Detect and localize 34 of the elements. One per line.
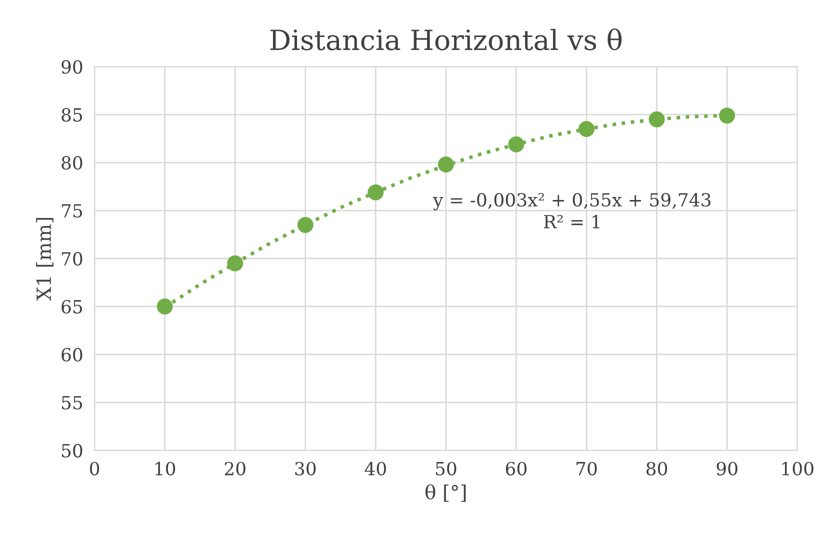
point xyxy=(156,298,173,314)
point xyxy=(368,184,384,200)
y-tick-label: 65 xyxy=(62,300,82,314)
point xyxy=(719,108,736,124)
annotation: y = -0,003x² + 0,55x + 59,743 xyxy=(432,192,710,210)
x-tick-label: 90 xyxy=(716,462,738,476)
x-axis-title: θ [°] xyxy=(426,484,466,502)
y-tick-label: 55 xyxy=(62,396,82,410)
x-tick-label: 20 xyxy=(224,462,246,476)
point xyxy=(297,216,314,233)
x-tick-label: 80 xyxy=(646,462,668,476)
y-tick-label: 85 xyxy=(62,108,82,122)
x-tick-label: 0 xyxy=(90,462,100,476)
chart-title: Distancia Horizontal vs θ xyxy=(270,28,622,50)
point xyxy=(648,111,665,128)
y-axis-title: X1 [mm] xyxy=(36,218,54,301)
point xyxy=(438,156,454,172)
x-tick-label: 60 xyxy=(506,462,527,476)
y-tick-label: 70 xyxy=(62,252,82,266)
x-tick-label: 100 xyxy=(782,462,814,476)
x-tick-label: 70 xyxy=(576,462,597,476)
x-tick-label: 40 xyxy=(364,462,386,476)
y-tick-label: 75 xyxy=(62,204,82,218)
point xyxy=(227,255,244,272)
point xyxy=(578,121,594,137)
x-tick-label: 50 xyxy=(436,462,456,476)
y-tick-label: 50 xyxy=(62,444,82,458)
x-tick-label: 10 xyxy=(156,462,176,476)
point xyxy=(508,136,524,152)
y-tick-label: 90 xyxy=(62,60,82,74)
y-tick-label: 60 xyxy=(62,348,82,362)
y-tick-label: 80 xyxy=(62,156,82,170)
x-tick-label: 30 xyxy=(295,462,316,476)
annotation: R² = 1 xyxy=(544,214,600,228)
